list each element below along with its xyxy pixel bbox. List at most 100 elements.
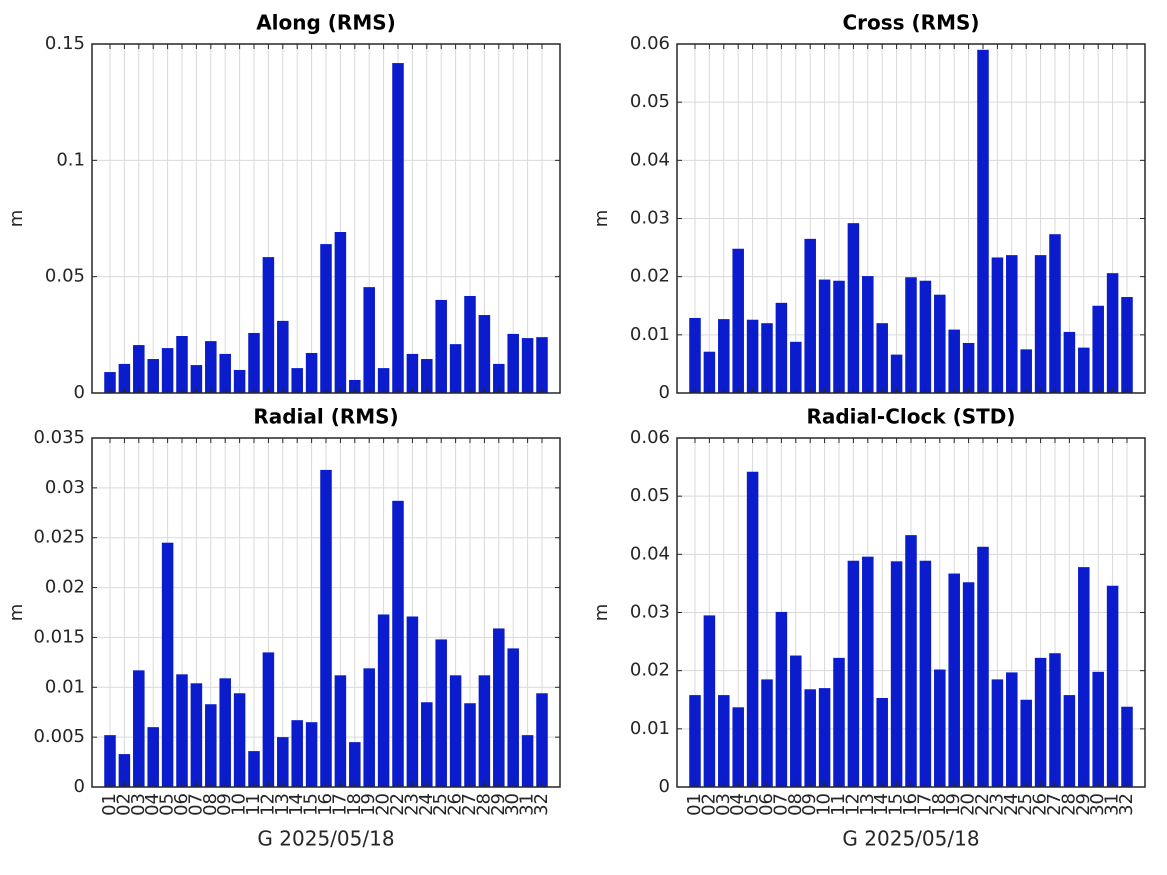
bar [1034, 657, 1047, 787]
bar [104, 735, 116, 787]
x-tick-label: 02 [113, 793, 134, 816]
bar [833, 280, 845, 393]
bar [464, 703, 476, 787]
bar [190, 365, 203, 393]
bar [377, 368, 390, 393]
x-tick-label: 26 [445, 793, 466, 816]
x-tick-label: 07 [770, 793, 791, 816]
x-tick-label: 31 [1102, 793, 1123, 816]
x-tick-label: 18 [929, 793, 950, 816]
bar [449, 675, 462, 787]
y-tick-label: 0.02 [630, 266, 670, 287]
bar [1063, 695, 1076, 787]
y-tick-label: 0.1 [56, 149, 85, 170]
x-tick-label: 12 [257, 793, 278, 816]
bar [1106, 273, 1119, 393]
bar [349, 379, 361, 393]
x-tick-label: 03 [128, 793, 149, 816]
bar [161, 348, 174, 393]
bar [219, 353, 231, 393]
x-tick-label: 01 [684, 793, 705, 816]
bar [732, 707, 744, 787]
y-tick-label: 0.05 [45, 266, 85, 287]
bar [493, 628, 505, 787]
bar [219, 678, 231, 787]
bar [991, 679, 1004, 787]
x-tick-label: 08 [785, 793, 806, 816]
bar [761, 679, 773, 787]
bar [406, 616, 419, 787]
bar [536, 337, 548, 393]
bar [118, 754, 131, 787]
bar [176, 335, 188, 393]
x-axis-label: G 2025/05/18 [257, 827, 394, 851]
bar [876, 323, 888, 393]
subplot: 00.0050.010.0150.020.0250.030.0350102030… [6, 405, 561, 851]
x-tick-label: 22 [972, 793, 993, 816]
y-tick-label: 0.035 [33, 427, 85, 448]
subplot: 00.010.020.030.040.050.06010203040506070… [591, 405, 1146, 851]
y-tick-label: 0.06 [630, 33, 670, 54]
x-tick-label: 13 [857, 793, 878, 816]
axes-box [676, 437, 1146, 788]
y-tick-label: 0 [659, 776, 670, 797]
bar [305, 352, 318, 393]
bar [962, 342, 975, 393]
y-axis-label: m [6, 604, 27, 622]
y-tick-label: 0.04 [630, 543, 670, 564]
bar [1092, 305, 1104, 393]
bar [689, 317, 701, 393]
y-tick-label: 0.05 [630, 485, 670, 506]
bar [1063, 331, 1076, 393]
bar [277, 737, 289, 787]
y-axis-label: m [591, 604, 612, 622]
bar [277, 320, 289, 393]
bar [905, 277, 917, 393]
bar [804, 689, 816, 787]
bar [392, 63, 404, 393]
bar [703, 615, 716, 787]
x-tick-label: 06 [756, 793, 777, 816]
bar [890, 354, 903, 393]
bar [833, 657, 845, 787]
bar [478, 675, 491, 787]
x-tick-label: 09 [799, 793, 820, 816]
x-tick-label: 24 [1001, 793, 1022, 816]
bar [1049, 234, 1061, 393]
x-tick-label: 07 [185, 793, 206, 816]
bar [363, 668, 375, 787]
y-tick-label: 0 [74, 382, 85, 403]
y-tick-label: 0.03 [45, 477, 85, 498]
bar [406, 353, 419, 393]
chart-title: Radial-Clock (STD) [806, 405, 1015, 429]
bar [890, 561, 903, 787]
x-tick-label: 28 [1058, 793, 1079, 816]
x-tick-label: 30 [502, 793, 523, 816]
axes-box [676, 43, 1146, 394]
x-tick-label: 03 [713, 793, 734, 816]
y-tick-label: 0.015 [33, 626, 85, 647]
x-tick-label: 32 [531, 793, 552, 816]
bar [161, 542, 174, 787]
bar [905, 535, 917, 787]
bar [435, 639, 447, 787]
bar [334, 231, 347, 393]
chart-title: Radial (RMS) [253, 405, 398, 429]
bar [1106, 585, 1119, 787]
x-tick-label: 25 [1015, 793, 1036, 816]
bar [349, 742, 361, 787]
x-tick-label: 05 [157, 793, 178, 816]
x-tick-label: 11 [243, 793, 264, 816]
bar [934, 294, 946, 393]
x-tick-label: 19 [943, 793, 964, 816]
bar [392, 500, 404, 787]
x-tick-label: 26 [1030, 793, 1051, 816]
bar [507, 333, 519, 393]
bar [377, 614, 390, 787]
bar [919, 560, 932, 787]
bar [804, 238, 816, 393]
y-tick-label: 0.03 [630, 602, 670, 623]
bar [919, 280, 932, 393]
x-tick-label: 16 [900, 793, 921, 816]
